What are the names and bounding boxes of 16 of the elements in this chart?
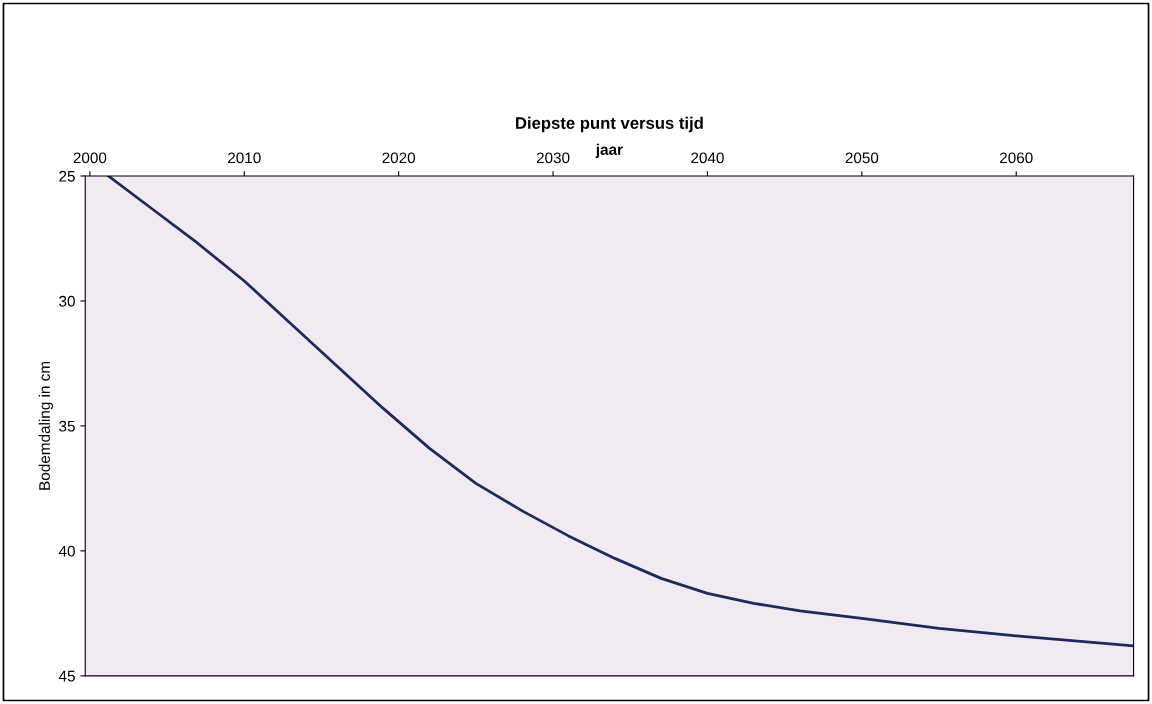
y-tick-label: 40 <box>58 545 75 557</box>
x-axis-title: jaar <box>595 143 623 158</box>
y-tick-label: 35 <box>59 420 75 432</box>
y-axis-title: Bodemdaling in cm <box>38 361 53 490</box>
x-tick-label: 2050 <box>845 152 879 164</box>
x-tick-label: 2040 <box>691 152 724 164</box>
x-tick-label: 2030 <box>536 152 570 164</box>
y-tick-label: 30 <box>59 295 75 307</box>
x-tick-label: 2000 <box>73 152 107 164</box>
y-tick-label: 25 <box>59 170 75 182</box>
x-tick-label: 2060 <box>1000 152 1033 164</box>
x-tick-label: 2010 <box>228 152 261 164</box>
chart-title: Diepste punt versus tijd <box>516 116 703 133</box>
y-tick-label: 45 <box>58 670 75 682</box>
x-tick-label: 2020 <box>382 152 416 164</box>
line-series <box>107 176 1134 648</box>
